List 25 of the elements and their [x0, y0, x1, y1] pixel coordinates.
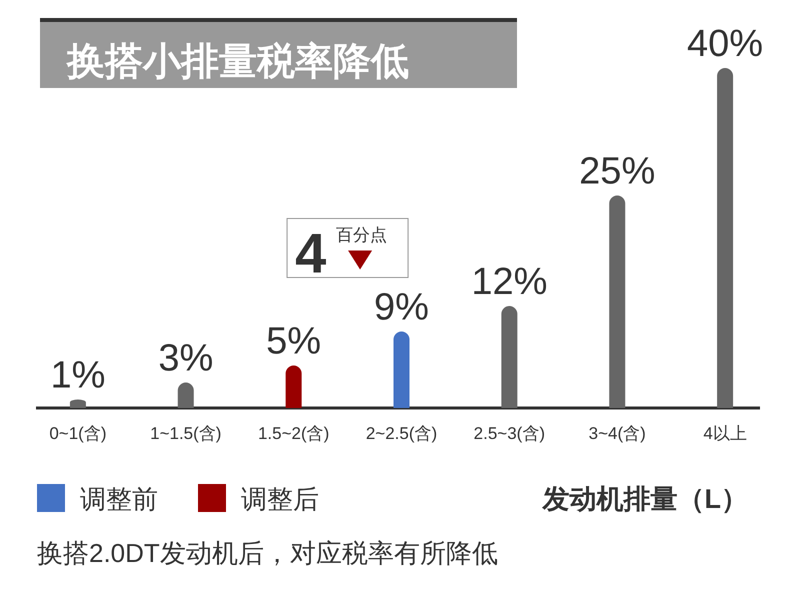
data-label: 25% [579, 150, 656, 192]
x-tick-label: 4以上 [703, 424, 747, 443]
data-label: 1% [50, 354, 106, 396]
x-tick-label: 3~4(含) [588, 424, 646, 443]
data-label: 40% [687, 23, 764, 65]
data-label: 3% [158, 338, 214, 380]
bar [286, 366, 302, 408]
bar [501, 306, 518, 408]
legend-label: 调整前 [80, 484, 158, 514]
data-label: 12% [471, 261, 548, 303]
legend-label: 调整后 [241, 484, 319, 514]
x-tick-label: 2.5~3(含) [474, 424, 546, 443]
bar [609, 196, 626, 408]
bar [394, 332, 410, 408]
bar [717, 68, 734, 408]
data-label: 5% [266, 320, 322, 362]
x-tick-label: 2~2.5(含) [366, 424, 438, 443]
x-tick-label: 1.5~2(含) [258, 424, 330, 443]
x-axis-title: 发动机排量（L） [542, 484, 748, 514]
data-label: 9% [374, 286, 429, 328]
x-tick-label: 0~1(含) [49, 424, 107, 443]
chart-title: 换搭小排量税率降低 [66, 40, 409, 83]
bar [178, 382, 194, 408]
text: 换搭2.0DT发动机后，对应税率有所降低 [37, 538, 498, 568]
x-tick-label: 1~1.5(含) [150, 424, 222, 443]
